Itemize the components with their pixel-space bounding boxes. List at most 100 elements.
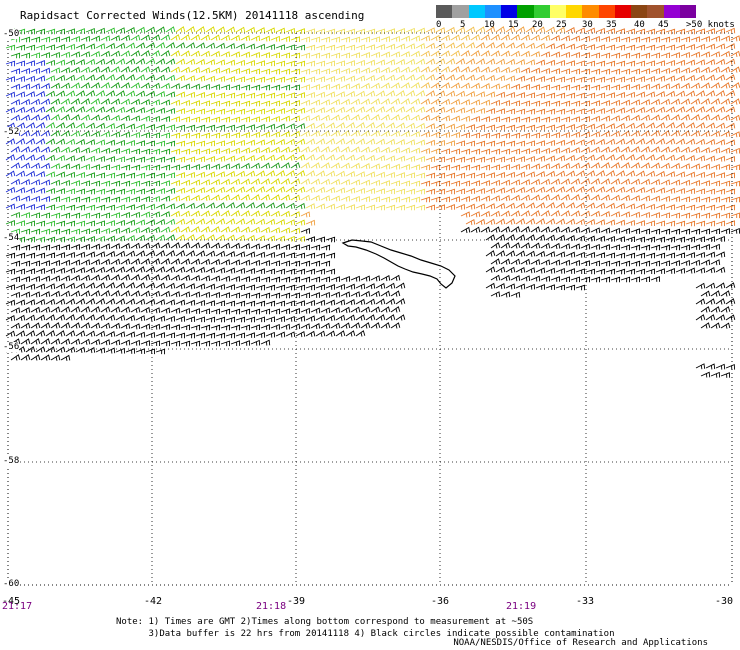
wind-barb — [565, 202, 576, 209]
wind-barb — [385, 90, 396, 97]
wind-barb — [630, 68, 640, 75]
wind-barb — [370, 275, 381, 282]
wind-barb — [645, 236, 656, 243]
colorbar-segment — [598, 5, 615, 18]
wind-barb — [80, 82, 91, 89]
wind-barb — [15, 138, 26, 145]
wind-barb — [125, 266, 136, 273]
wind-barb — [550, 259, 561, 266]
wind-barb — [690, 82, 701, 89]
wind-barb — [170, 180, 181, 186]
wind-barb — [100, 35, 111, 42]
wind-barb — [130, 50, 141, 57]
wind-barb — [375, 298, 386, 305]
wind-barb — [365, 283, 376, 290]
wind-barb — [60, 259, 71, 266]
wind-barb — [710, 130, 721, 137]
wind-barb — [310, 84, 321, 90]
wind-barb — [510, 291, 521, 298]
wind-barb — [615, 268, 626, 275]
wind-barb — [560, 51, 571, 58]
wind-barb — [145, 266, 156, 273]
wind-barb — [420, 196, 431, 203]
wind-barb — [150, 180, 160, 187]
wind-barb — [520, 210, 531, 217]
wind-barb — [310, 68, 320, 75]
wind-barb — [260, 116, 271, 122]
wind-barb — [165, 234, 176, 241]
wind-barb — [250, 243, 261, 250]
wind-barb — [315, 170, 326, 177]
wind-barb — [175, 218, 186, 225]
wind-barb — [655, 236, 666, 243]
wind-barb — [150, 82, 161, 89]
wind-barb — [480, 226, 491, 233]
wind-barb — [35, 122, 46, 129]
wind-barb — [275, 219, 286, 226]
wind-barb — [185, 250, 196, 257]
wind-barb — [400, 130, 411, 138]
wind-barb — [295, 300, 306, 306]
wind-barb — [610, 227, 621, 234]
wind-barb — [295, 186, 306, 193]
wind-barb — [95, 106, 106, 113]
wind-barb — [15, 44, 26, 51]
wind-barb — [355, 171, 366, 178]
wind-barb — [615, 107, 626, 114]
time-label: 21:17 — [2, 601, 33, 612]
wind-barb — [140, 211, 151, 218]
wind-barb — [95, 188, 106, 195]
wind-barb — [340, 52, 350, 59]
wind-barb — [200, 308, 210, 314]
wind-barb — [475, 74, 486, 81]
wind-barb — [325, 314, 336, 322]
wind-barb — [290, 36, 301, 42]
wind-barb — [545, 92, 556, 99]
wind-barb — [390, 35, 401, 42]
wind-barb — [240, 35, 251, 42]
wind-barb — [650, 244, 661, 251]
wind-barb — [705, 106, 716, 113]
wind-barb — [505, 124, 516, 131]
wind-barb — [35, 346, 46, 353]
wind-barb — [640, 68, 651, 74]
wind-barb — [195, 187, 206, 194]
wind-barb — [325, 330, 336, 337]
wind-barb — [85, 122, 96, 129]
wind-barb — [30, 130, 41, 137]
colorbar-segment — [663, 5, 680, 18]
wind-barb — [100, 290, 111, 297]
wind-barb — [95, 347, 106, 354]
wind-barb — [685, 106, 696, 113]
wind-barb — [435, 156, 445, 163]
wind-barb — [350, 130, 361, 137]
wind-barb — [515, 171, 526, 178]
wind-barb — [45, 283, 56, 290]
wind-barb — [450, 148, 460, 155]
wind-barb — [435, 27, 446, 34]
wind-barb — [310, 146, 321, 153]
wind-barb — [310, 307, 321, 314]
wind-barb — [285, 170, 296, 177]
wind-barb — [140, 82, 151, 89]
wind-barb — [45, 154, 56, 161]
wind-barb — [105, 266, 116, 273]
wind-barb — [150, 211, 161, 218]
wind-barb — [715, 235, 726, 242]
wind-barb — [575, 268, 585, 274]
wind-barb — [120, 98, 131, 105]
wind-barb — [345, 138, 356, 145]
wind-barb — [5, 252, 16, 259]
wind-barb — [620, 99, 631, 106]
wind-barb — [530, 259, 541, 266]
wind-barb — [450, 180, 461, 187]
wind-barb — [205, 75, 216, 82]
wind-barb — [545, 108, 556, 115]
wind-barb — [130, 98, 141, 105]
wind-barb — [180, 50, 191, 57]
wind-barb — [335, 170, 346, 177]
wind-barb — [260, 226, 271, 234]
wind-barb — [545, 218, 556, 225]
wind-barb — [670, 36, 681, 43]
wind-barb — [200, 226, 211, 233]
